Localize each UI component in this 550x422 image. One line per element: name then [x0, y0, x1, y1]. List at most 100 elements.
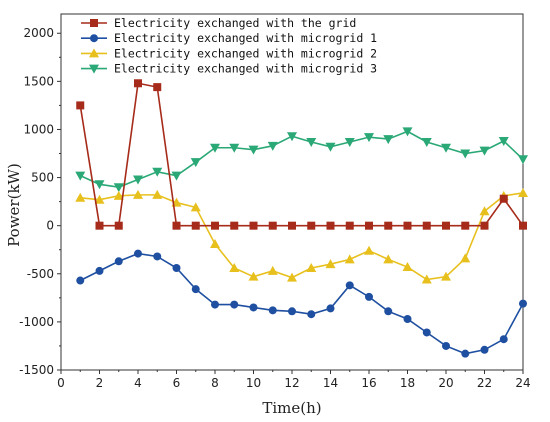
data-point	[461, 349, 470, 358]
data-point	[288, 221, 296, 230]
data-point	[249, 221, 258, 230]
data-point	[113, 190, 124, 200]
x-tick-label: 6	[173, 376, 181, 390]
data-point	[383, 254, 394, 264]
series-3	[75, 187, 528, 284]
series-4	[75, 127, 528, 193]
series-line	[79, 130, 524, 189]
data-point	[326, 221, 335, 230]
legend-label: Electricity exchanged with microgrid 1	[114, 31, 377, 45]
data-point	[211, 221, 219, 230]
data-point	[210, 238, 220, 248]
data-point	[325, 259, 336, 269]
legend: Electricity exchanged with the gridElect…	[81, 16, 377, 76]
data-point	[152, 189, 163, 199]
data-point	[94, 180, 105, 190]
data-point	[287, 272, 297, 282]
y-tick-label: -1000	[19, 315, 54, 329]
legend-marker	[90, 19, 98, 27]
series-2	[76, 249, 527, 358]
data-point	[249, 303, 258, 312]
data-point	[268, 221, 277, 230]
legend-marker	[90, 34, 98, 43]
data-point	[402, 262, 413, 272]
legend-label: Electricity exchanged with microgrid 2	[114, 46, 377, 60]
data-point	[499, 335, 508, 344]
data-point	[248, 145, 259, 155]
data-point	[519, 299, 527, 308]
data-point	[153, 252, 162, 261]
series-line	[79, 82, 524, 227]
data-point	[76, 276, 85, 285]
data-point	[95, 221, 104, 230]
legend-marker	[89, 64, 99, 74]
data-point	[133, 175, 143, 185]
data-point	[248, 271, 259, 281]
data-point	[171, 171, 182, 181]
data-point	[267, 265, 278, 275]
data-point	[518, 155, 528, 165]
data-point	[479, 206, 490, 216]
legend-entry: Electricity exchanged with microgrid 2	[81, 46, 377, 60]
data-point	[230, 221, 239, 230]
data-point	[344, 137, 355, 147]
y-tick-label: -500	[27, 267, 54, 281]
data-point	[403, 315, 412, 324]
y-tick-label: 0	[46, 219, 54, 233]
y-tick-label: 500	[31, 171, 54, 185]
data-point	[460, 253, 471, 263]
data-point	[364, 245, 374, 255]
data-point	[441, 143, 451, 153]
data-point	[442, 341, 450, 350]
data-point	[306, 263, 317, 273]
x-axis-title: Time(h)	[262, 399, 321, 417]
axes: 0 2 4 6 8 10 12 14 16 18 20 22 24-1500-1000-50005001…	[19, 13, 531, 390]
data-point	[287, 132, 297, 142]
y-tick-label: -1500	[19, 363, 54, 377]
x-tick-label: 8	[211, 376, 219, 390]
data-point	[76, 101, 85, 110]
data-point	[172, 221, 181, 230]
data-point	[384, 221, 393, 230]
x-tick-label: 18	[400, 376, 415, 390]
data-point	[152, 167, 163, 177]
x-tick-label: 24	[515, 376, 530, 390]
x-tick-label: 20	[438, 376, 453, 390]
data-point	[384, 307, 393, 316]
data-point	[153, 83, 162, 92]
data-point	[364, 133, 374, 143]
data-point	[421, 137, 432, 147]
data-point	[172, 264, 181, 273]
data-point	[191, 221, 200, 230]
legend-label: Electricity exchanged with microgrid 3	[114, 62, 377, 76]
data-point	[345, 221, 354, 230]
y-tick-label: 1500	[23, 74, 54, 88]
data-point	[114, 221, 123, 230]
data-point	[229, 263, 240, 273]
data-point	[518, 187, 528, 197]
data-point	[441, 271, 451, 281]
data-point	[288, 307, 296, 316]
data-point	[479, 146, 490, 156]
x-tick-label: 0	[57, 376, 65, 390]
data-point	[402, 127, 413, 137]
x-tick-label: 22	[477, 376, 492, 390]
data-point	[345, 281, 354, 290]
data-point	[461, 221, 470, 230]
data-point	[365, 292, 373, 301]
data-point	[229, 143, 240, 153]
data-point	[113, 183, 124, 193]
data-point	[460, 149, 471, 159]
legend-entry: Electricity exchanged with microgrid 3	[81, 62, 377, 76]
data-point	[365, 221, 373, 230]
series-line	[80, 192, 524, 281]
x-tick-label: 16	[361, 376, 376, 390]
data-point	[421, 274, 432, 284]
data-point	[133, 189, 143, 199]
series-layer	[75, 79, 528, 358]
x-tick-label: 14	[323, 376, 338, 390]
data-point	[383, 135, 394, 145]
data-point	[94, 194, 105, 204]
data-point	[442, 221, 450, 230]
